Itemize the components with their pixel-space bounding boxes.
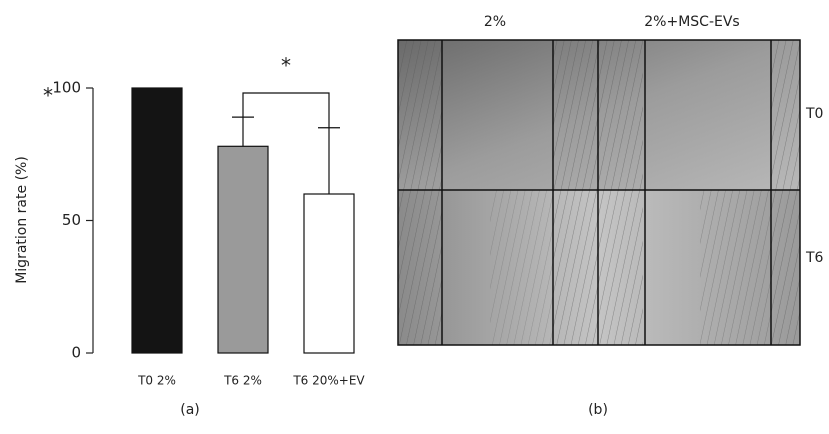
bar <box>217 145 269 354</box>
column-label: 2%+MSC-EVs <box>644 14 739 30</box>
panel-caption: (a) <box>180 402 200 418</box>
row-label: T6 <box>805 250 824 266</box>
panel-caption: (b) <box>588 402 608 418</box>
error-bar <box>318 127 340 194</box>
y-tick-label: 100 <box>52 79 81 97</box>
x-tick-label: T0 2% <box>137 374 176 388</box>
row-label: T0 <box>805 106 823 122</box>
x-tick-label: T6 20%+EV <box>292 374 365 388</box>
column-label: 2% <box>484 14 506 30</box>
x-tick-label: T6 2% <box>223 374 262 388</box>
cell-layer <box>490 190 553 345</box>
bar <box>303 193 355 354</box>
significance-bracket <box>242 92 330 128</box>
annotation: * <box>43 84 53 108</box>
annotation: * <box>281 54 291 78</box>
micrographs: 2% 2%+MSC-EVs T0 T6 (b) <box>397 14 824 418</box>
error-bar <box>232 116 254 147</box>
y-axis-label: Migration rate (%) <box>14 156 30 284</box>
image-grid <box>397 39 801 346</box>
cell-layer <box>771 40 800 345</box>
y-tick-label: 50 <box>62 211 81 229</box>
cell-layer <box>700 190 771 345</box>
cell-layer <box>398 40 442 345</box>
bar <box>131 87 183 354</box>
y-tick-label: 0 <box>71 344 81 362</box>
